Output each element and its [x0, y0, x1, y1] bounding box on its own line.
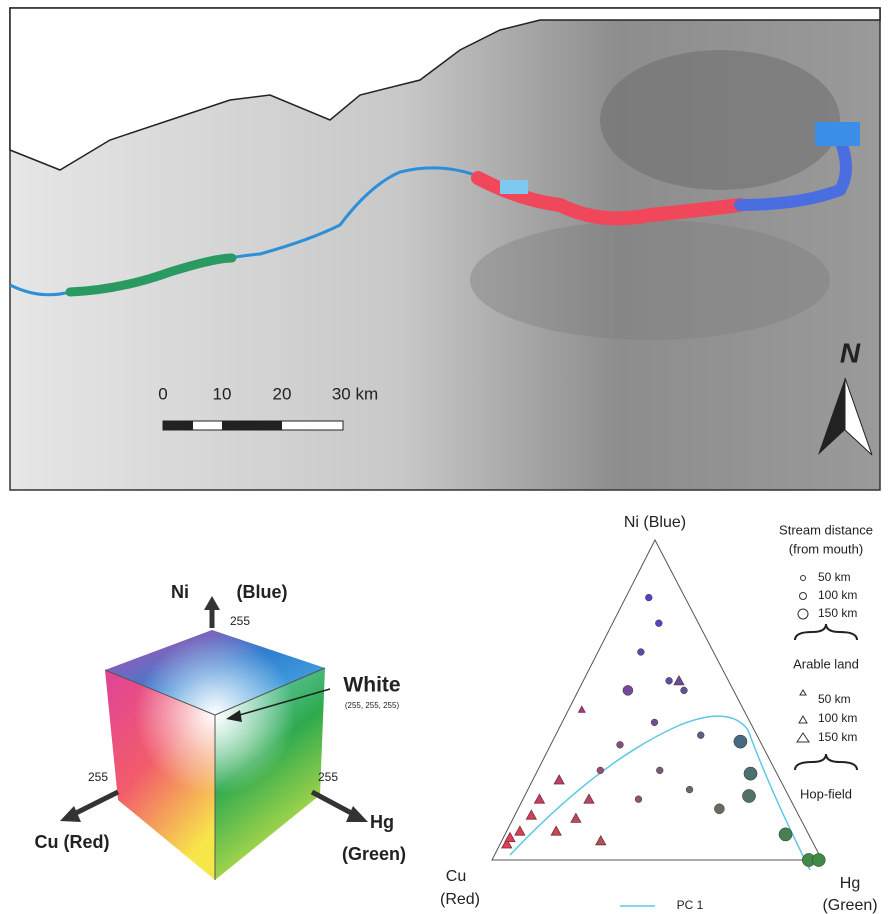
- brace: [795, 624, 857, 640]
- pc1-curve: [510, 716, 810, 870]
- cube-label: (Green): [342, 844, 406, 864]
- circle-point: [597, 767, 604, 774]
- circle-point: [714, 804, 724, 814]
- legend-label: 150 km: [818, 606, 857, 620]
- circle-point: [742, 789, 755, 802]
- circle-point: [651, 719, 658, 726]
- river-source: [815, 122, 860, 146]
- circle-point: [656, 767, 663, 774]
- legend-group: Hop-field: [800, 786, 852, 801]
- circle-point: [617, 741, 624, 748]
- highland: [600, 50, 840, 190]
- triangle-point: [554, 775, 564, 784]
- pc1-label: PC 1: [677, 898, 704, 912]
- legend-title: Stream distance: [779, 522, 873, 537]
- legend-triangle: [797, 733, 809, 742]
- legend-label: 150 km: [818, 730, 857, 744]
- circle-point: [779, 828, 792, 841]
- vertex-label: (Green): [822, 897, 877, 914]
- cube-label: (Blue): [237, 582, 288, 602]
- triangle-point: [505, 833, 515, 842]
- scale-label: 30 km: [332, 384, 378, 403]
- legend-subtitle: (from mouth): [789, 541, 863, 556]
- circle-point: [697, 732, 704, 739]
- triangle-point: [551, 826, 561, 835]
- triangle-point: [578, 706, 585, 712]
- north-label: N: [840, 337, 861, 368]
- vertex-label: Cu: [446, 868, 466, 885]
- legend-label: 50 km: [818, 570, 851, 584]
- arrow: [312, 792, 355, 815]
- cube-label: 255: [88, 770, 108, 784]
- triangle-point: [584, 794, 594, 803]
- legend-circle: [798, 609, 808, 619]
- legend-label: 50 km: [818, 692, 851, 706]
- vertex-label: Ni (Blue): [624, 514, 686, 531]
- arrow-head: [204, 596, 220, 610]
- legend-label: 100 km: [818, 588, 857, 602]
- triangle-point: [515, 826, 525, 835]
- circle-point: [666, 677, 673, 684]
- vertex-label: (Red): [440, 891, 480, 908]
- brace: [795, 754, 857, 770]
- vertex-label: Hg: [840, 875, 860, 892]
- legend-circle: [801, 576, 806, 581]
- cube-label: White: [343, 674, 400, 697]
- highland: [470, 220, 830, 340]
- legend-triangle: [800, 690, 806, 695]
- scale-label: 20: [273, 384, 292, 403]
- map: 0 10 20 30 km N: [10, 8, 880, 490]
- legend: Stream distance (from mouth) 50 km 100 k…: [779, 522, 873, 801]
- ternary-frame: [492, 540, 822, 860]
- circle-point: [655, 620, 662, 627]
- scale-bar-block: [222, 421, 282, 430]
- circle-point: [686, 786, 693, 793]
- cube-label: Ni: [171, 582, 189, 602]
- circle-point: [744, 767, 757, 780]
- legend-triangle: [799, 716, 807, 723]
- triangle-point: [571, 813, 581, 822]
- cube-label: Cu (Red): [35, 832, 110, 852]
- triangle-point: [596, 836, 606, 845]
- scale-bar-block: [163, 421, 193, 430]
- circle-point: [681, 687, 688, 694]
- triangle-point: [674, 676, 684, 685]
- triangle-point: [526, 810, 536, 819]
- cube-label: 255: [230, 614, 250, 628]
- cube-label: 255: [318, 770, 338, 784]
- scale-label: 0: [158, 384, 167, 403]
- reservoir: [500, 180, 528, 194]
- figure: 0 10 20 30 km N Ni (Blue) 255 White (255…: [0, 0, 890, 914]
- arrow: [72, 792, 118, 815]
- circle-point: [812, 853, 825, 866]
- legend-label: 100 km: [818, 711, 857, 725]
- scale-label: 10: [213, 384, 232, 403]
- circle-point: [635, 796, 642, 803]
- cube-label: Hg: [370, 812, 394, 832]
- circle-point: [645, 594, 652, 601]
- ternary-plot: Ni (Blue) Cu (Red) Hg (Green) PC 1: [440, 514, 878, 914]
- rgb-cube: Ni (Blue) 255 White (255, 255, 255) 255 …: [35, 582, 407, 880]
- legend-group: Arable land: [793, 656, 859, 671]
- triangle-point: [534, 794, 544, 803]
- cube-label: (255, 255, 255): [345, 701, 400, 710]
- legend-circle: [800, 593, 807, 600]
- circle-point: [734, 735, 747, 748]
- circle-point: [623, 685, 633, 695]
- circle-point: [637, 649, 644, 656]
